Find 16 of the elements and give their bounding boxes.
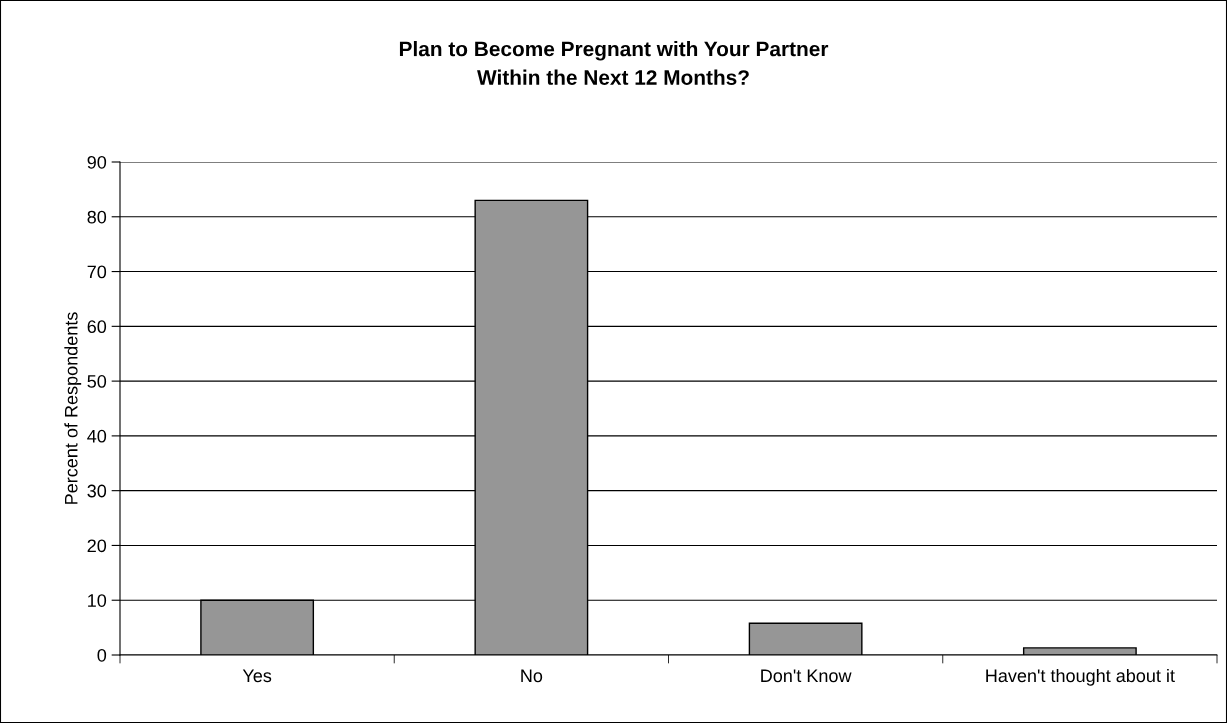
y-tick-label: 50 [87, 375, 107, 388]
y-tick-label: 0 [97, 648, 107, 662]
x-tick-label: Haven't thought about it [986, 668, 1175, 686]
y-tick-label: 20 [87, 539, 107, 553]
x-tick-label: No [521, 669, 543, 683]
y-tick-label: 10 [88, 594, 107, 607]
y-axis-title: Percent of Respondents [64, 312, 82, 504]
y-tick-label: 30 [87, 484, 107, 498]
chart-title: Plan to Become Pregnant with Your Partner Within the Next 12 Months? [399, 41, 829, 85]
y-tick-label: 80 [87, 210, 107, 224]
y-tick-label: 40 [87, 429, 107, 443]
x-tick-label: Don't Know [761, 669, 852, 683]
y-tick-label: 90 [87, 155, 107, 169]
y-tick-label: 60 [87, 320, 107, 334]
x-tick-label: Yes [242, 669, 272, 683]
y-tick-label: 70 [87, 265, 107, 279]
